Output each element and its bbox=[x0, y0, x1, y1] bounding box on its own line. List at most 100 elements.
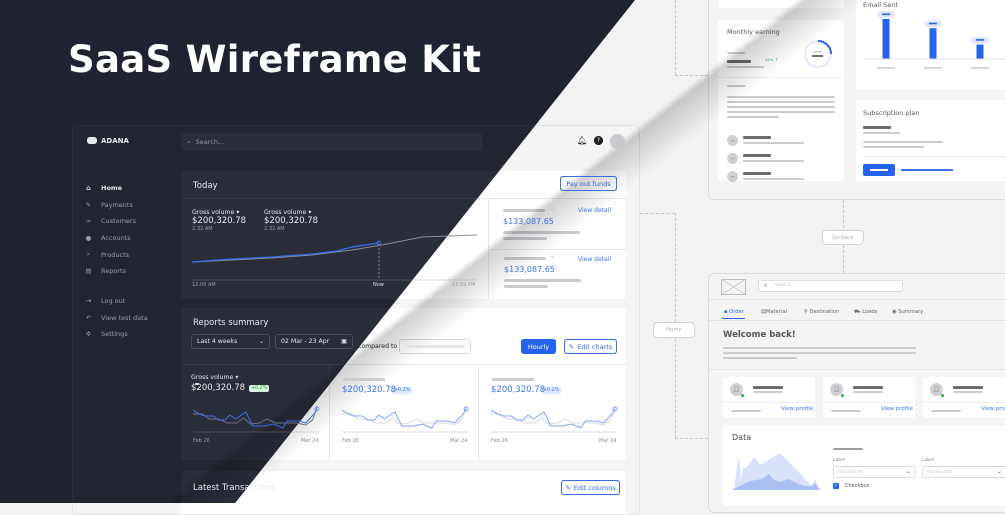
background-shape bbox=[275, 334, 353, 349]
axis-end-label: 11:59 PM bbox=[452, 282, 476, 288]
home-icon: ⌂ bbox=[86, 184, 91, 192]
avatar[interactable] bbox=[610, 134, 625, 149]
axis-start-label: Feb 26 bbox=[193, 438, 210, 444]
profile-card: 👤︎ View profile bbox=[723, 377, 815, 418]
email-sent-card: Email Sent bbox=[856, 0, 1005, 90]
sidebar-item-view-test-data[interactable]: ↶ View test data bbox=[85, 314, 148, 322]
brand-name: ADANA bbox=[101, 137, 129, 145]
side-value: $133,087.65 bbox=[504, 265, 555, 274]
file-icon: ▤ bbox=[85, 267, 92, 275]
latest-transactions-card: Latest Transactions ✎ Edit columns bbox=[181, 471, 626, 514]
brand-logo: ADANA bbox=[87, 137, 129, 145]
background-shape bbox=[191, 383, 199, 385]
view-profile-link[interactable]: View profile bbox=[881, 406, 914, 412]
edit-columns-button[interactable]: ✎ Edit columns bbox=[561, 480, 620, 495]
link-icon: ∞ bbox=[85, 217, 92, 226]
sparkline bbox=[342, 405, 469, 433]
sidebar-item-home[interactable]: ⌂ Home bbox=[85, 184, 122, 192]
pay-out-funds-button[interactable]: Pay out funds bbox=[560, 176, 617, 191]
placeholder-bar bbox=[492, 378, 534, 381]
background-shape bbox=[488, 198, 489, 299]
panel-label[interactable]: Gross volume ▾ bbox=[191, 374, 239, 381]
sidebar-item-label: View test data bbox=[101, 313, 148, 322]
end-point bbox=[463, 406, 469, 412]
subscription-title: Subscription plan bbox=[863, 109, 920, 117]
background-shape bbox=[181, 133, 482, 151]
view-profile-link[interactable]: View profile bbox=[781, 406, 814, 412]
axis-end-label: Mar 24 bbox=[450, 438, 468, 444]
comparison-line bbox=[193, 405, 318, 426]
range-select[interactable]: Last 4 weeks ⌄ bbox=[197, 338, 264, 345]
help-icon[interactable]: ? bbox=[594, 136, 603, 145]
hourly-button[interactable]: Hourly bbox=[521, 339, 556, 354]
tab-loads[interactable]: ⛟ Loads bbox=[854, 309, 878, 315]
background-shape bbox=[503, 231, 580, 234]
today-title: Today bbox=[193, 181, 218, 191]
search-icon: ⌕ bbox=[764, 282, 768, 289]
home-button[interactable]: Home bbox=[653, 322, 695, 338]
subscription-primary-button[interactable] bbox=[863, 164, 895, 176]
chevron-down-icon: ⌄ bbox=[905, 468, 911, 475]
transactions-title: Latest Transactions bbox=[193, 483, 276, 493]
tab-summary[interactable]: ◉ Summary bbox=[892, 309, 924, 315]
tab-order[interactable]: ▪ Order bbox=[724, 309, 744, 315]
change-badge: +0.2% bbox=[541, 387, 562, 394]
email-sent-title: Email Sent bbox=[863, 1, 898, 9]
pencil-icon: ✎ bbox=[565, 483, 571, 492]
user-avatar-icon: 👤︎ bbox=[930, 383, 943, 396]
sidebar-item-log-out[interactable]: ⇥ Log out bbox=[85, 297, 126, 305]
view-detail-link[interactable]: View detail bbox=[578, 256, 612, 263]
today-line-chart bbox=[192, 234, 477, 281]
series-line bbox=[342, 408, 467, 429]
background-shape bbox=[181, 198, 626, 199]
user-avatar-icon: 👤︎ bbox=[830, 383, 843, 396]
chevron-down-icon[interactable]: ⌄ bbox=[550, 253, 556, 260]
comparison-line bbox=[491, 405, 616, 426]
axis-start-label: Feb 26 bbox=[342, 438, 359, 444]
profile-card: 👤︎ View profile bbox=[823, 377, 915, 418]
sidebar-item-reports[interactable]: ▤ Reports bbox=[85, 267, 126, 275]
select-field[interactable]: Placeholder ⌄ bbox=[833, 466, 916, 478]
badge-wrap: +0.2% bbox=[537, 376, 562, 395]
sidebar-item-customers[interactable]: ∞ Customers bbox=[85, 217, 136, 225]
metric-label[interactable]: Gross volume ▾ bbox=[264, 209, 312, 216]
axis-start-label: 12:00 AM bbox=[192, 282, 216, 288]
subscription-link[interactable] bbox=[901, 169, 953, 171]
connector bbox=[640, 213, 675, 214]
logout-icon: ⇥ bbox=[85, 297, 92, 305]
chevron-down-icon[interactable]: ⌄ bbox=[549, 205, 555, 212]
sidebar-item-products[interactable]: ⌕ Products bbox=[85, 250, 129, 259]
compared-to-input[interactable] bbox=[399, 339, 471, 354]
avatar: TT bbox=[727, 171, 738, 182]
background-shape bbox=[504, 279, 581, 282]
select-field[interactable]: Placeholder ⌄ bbox=[922, 466, 1005, 478]
series-line bbox=[193, 408, 318, 429]
side-value: $133,087.65 bbox=[503, 217, 554, 226]
reports-summary-card: Reports summary Last 4 weeks ⌄ 02 Mar - 2… bbox=[181, 308, 626, 460]
background-shape bbox=[504, 257, 546, 260]
sidebar-item-settings[interactable]: ✲ Settings bbox=[85, 330, 128, 338]
bell-icon[interactable]: 🔔︎ bbox=[577, 136, 588, 145]
metric-label[interactable]: Gross volume ▾ bbox=[192, 209, 240, 216]
sidebar-item-accounts[interactable]: ● Accounts bbox=[85, 234, 131, 242]
bar-label-placeholder bbox=[971, 67, 989, 69]
search-input[interactable]: ⌕ Search... bbox=[181, 133, 482, 151]
view-profile-link[interactable]: View profile bbox=[981, 406, 1005, 412]
sparkline bbox=[491, 405, 618, 433]
edit-charts-button[interactable]: ✎ Edit charts bbox=[564, 339, 617, 354]
avatar: TT bbox=[727, 153, 738, 164]
go-back-button[interactable]: Go back bbox=[822, 230, 864, 245]
tab-destination[interactable]: ⚲ Destination bbox=[804, 309, 840, 315]
sidebar-item-label: Log out bbox=[101, 297, 126, 305]
sidebar-item-label: Home bbox=[101, 184, 123, 192]
checkbox[interactable]: ✓ bbox=[833, 483, 839, 489]
view-detail-link[interactable]: View detail bbox=[578, 207, 612, 214]
field-label: Label bbox=[922, 458, 935, 463]
date-range-input[interactable]: 02 Mar - 23 Apr ▣ bbox=[281, 338, 347, 345]
compared-to-label: Compared to bbox=[357, 343, 398, 350]
placeholder-bar bbox=[343, 378, 385, 381]
order-search-input[interactable]: ⌕ Search... bbox=[758, 280, 903, 292]
sidebar-item-payments[interactable]: ✎ Payments bbox=[85, 201, 133, 209]
background-shape bbox=[181, 364, 626, 365]
tab-material[interactable]: ▤Material bbox=[761, 309, 787, 315]
